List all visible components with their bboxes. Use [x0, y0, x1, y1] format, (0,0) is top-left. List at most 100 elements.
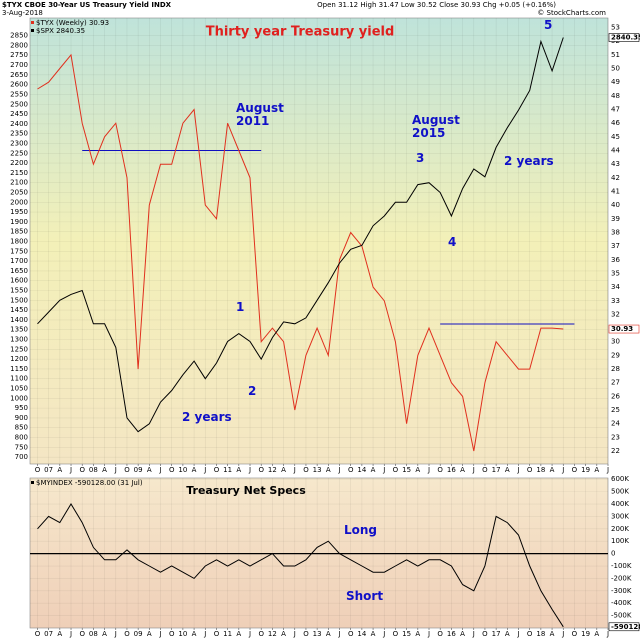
x-tick-label: A: [281, 630, 286, 638]
x-tick-label: 15: [402, 466, 411, 474]
y-tick-label: 850: [15, 424, 28, 432]
x-tick-label: A: [415, 630, 420, 638]
y-tick-label: 24: [611, 420, 620, 428]
y-tick-label: 2100: [10, 179, 28, 187]
x-tick-label: 12: [268, 466, 277, 474]
y-tick-label: 44: [611, 147, 620, 155]
last-value-label: -590128.0: [611, 623, 640, 631]
x-tick-label: 07: [44, 630, 53, 638]
x-tick-label: J: [606, 630, 609, 638]
x-tick-label: A: [415, 466, 420, 474]
series-line: [37, 53, 564, 452]
x-tick-label: J: [427, 466, 430, 474]
y-tick-label: 2300: [10, 139, 28, 147]
x-tick-label: J: [158, 630, 161, 638]
y-tick-label: 2450: [10, 110, 28, 118]
y-tick-label: 53: [611, 24, 620, 32]
y-tick-label: 26: [611, 392, 620, 400]
x-tick-label: O: [572, 630, 578, 638]
y-tick-label: 300K: [611, 512, 629, 520]
y-tick-label: 1000: [10, 394, 28, 402]
x-tick-label: A: [505, 630, 510, 638]
annotation: August 2011: [236, 101, 284, 128]
y-tick-label: 1950: [10, 208, 28, 216]
legend-label: $MYINDEX -590128.00 (31 Jul): [36, 479, 143, 487]
y-tick-label: 49: [611, 78, 620, 86]
x-tick-label: A: [147, 630, 152, 638]
x-tick-label: A: [281, 466, 286, 474]
series-line: [37, 503, 564, 628]
x-tick-label: O: [437, 630, 443, 638]
y-tick-label: 1600: [10, 277, 28, 285]
y-tick-label: 1400: [10, 316, 28, 324]
x-tick-label: A: [550, 630, 555, 638]
y-tick-label: 2500: [10, 100, 28, 108]
plot-area: [30, 18, 608, 464]
y-tick-label: 2800: [10, 41, 28, 49]
y-tick-label: 1250: [10, 345, 28, 353]
x-tick-label: O: [124, 466, 130, 474]
x-tick-label: O: [35, 630, 41, 638]
x-tick-label: J: [203, 466, 206, 474]
y-tick-label: 25: [611, 406, 620, 414]
plot-background: [29, 477, 609, 629]
x-tick-label: 13: [313, 466, 322, 474]
annotation: Short: [346, 589, 384, 603]
x-tick-label: O: [303, 630, 309, 638]
y-tick-label: 32: [611, 310, 620, 318]
y-tick-label: 0: [611, 550, 615, 558]
plot-background: [29, 17, 609, 465]
y-tick-label: 2350: [10, 130, 28, 138]
last-value-box: [608, 622, 640, 632]
x-tick-label: O: [169, 630, 175, 638]
x-tick-label: A: [505, 466, 510, 474]
x-tick-label: 19: [581, 630, 590, 638]
y-tick-label: 2000: [10, 198, 28, 206]
annotation: August 2015: [412, 113, 460, 140]
y-tick-label: 2700: [10, 61, 28, 69]
header-symbol: $TYX CBOE 30-Year US Treasury Yield INDX: [2, 1, 172, 9]
y-tick-label: 45: [611, 133, 620, 141]
y-tick-label: 33: [611, 297, 620, 305]
x-tick-label: A: [236, 466, 241, 474]
y-tick-label: 1450: [10, 306, 28, 314]
x-tick-label: J: [114, 630, 117, 638]
y-tick-label: 100K: [611, 537, 629, 545]
y-tick-label: 51: [611, 51, 620, 59]
x-tick-label: J: [337, 630, 340, 638]
x-tick-label: J: [293, 466, 296, 474]
y-tick-label: -100K: [611, 562, 632, 570]
x-tick-label: 17: [492, 466, 501, 474]
y-tick-label: 1050: [10, 385, 28, 393]
y-tick-label: 48: [611, 92, 620, 100]
y-tick-label: 400K: [611, 500, 629, 508]
x-tick-label: O: [303, 466, 309, 474]
x-tick-label: A: [102, 466, 107, 474]
y-tick-label: 29: [611, 351, 620, 359]
legend-label: $SPX 2840.35: [36, 27, 85, 35]
x-tick-label: 09: [134, 466, 143, 474]
header-quote: Open 31.12 High 31.47 Low 30.52 Close 30…: [317, 1, 556, 9]
y-tick-label: 40: [611, 201, 620, 209]
chart-title: Treasury Net Specs: [186, 484, 306, 497]
y-tick-label: -500K: [611, 612, 632, 620]
x-tick-label: A: [102, 630, 107, 638]
x-tick-label: 11: [223, 466, 232, 474]
annotation: 2: [248, 384, 257, 398]
annotation: 4: [448, 235, 457, 249]
x-tick-label: O: [572, 466, 578, 474]
x-tick-label: A: [371, 466, 376, 474]
x-tick-label: 13: [313, 630, 322, 638]
x-tick-label: 10: [178, 630, 187, 638]
x-tick-label: 16: [447, 630, 456, 638]
x-tick-label: O: [393, 630, 399, 638]
y-tick-label: 34: [611, 283, 620, 291]
x-tick-label: A: [594, 630, 599, 638]
y-tick-label: 600K: [611, 475, 629, 483]
x-tick-label: 19: [581, 466, 590, 474]
x-tick-label: A: [192, 466, 197, 474]
last-value-box: [608, 33, 640, 42]
y-tick-label: 38: [611, 228, 620, 236]
y-tick-label: 700: [15, 453, 28, 461]
